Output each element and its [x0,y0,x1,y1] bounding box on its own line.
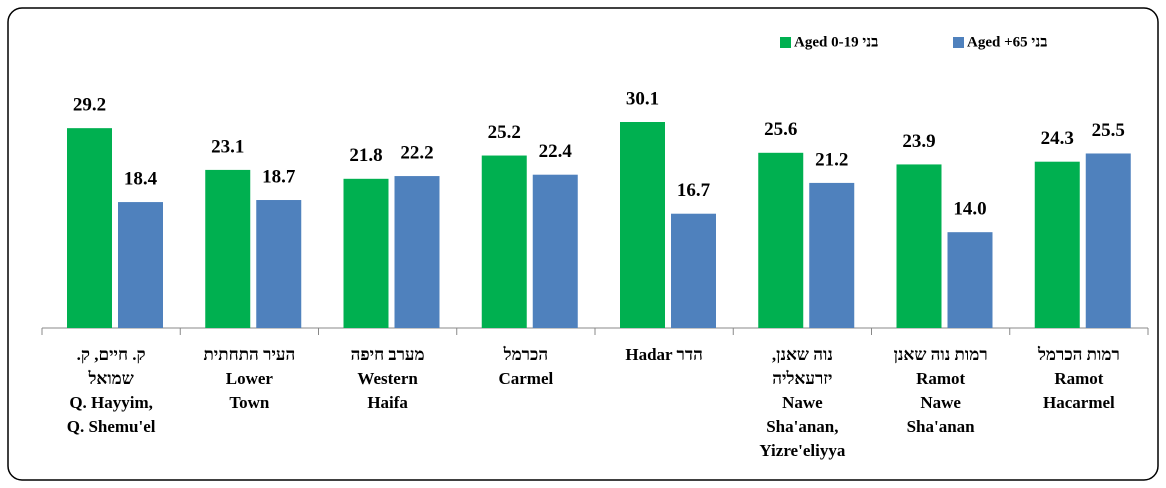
bar [394,176,440,328]
bar [343,178,389,328]
x-tick-label: Hadar הדר [625,345,702,364]
x-tick-label: Hacarmel [1043,393,1115,412]
bar [896,164,942,328]
bar [620,122,665,328]
bar [256,200,302,328]
x-tick-label: Q. Hayyim, [69,393,153,412]
frame [7,7,1159,481]
bar [809,182,855,328]
legend-swatch [780,37,791,48]
bar [205,169,251,328]
bar [758,152,804,328]
x-tick-label: Carmel [498,369,553,388]
data-label: 25.5 [1092,120,1125,141]
x-tick-label: Nawe [782,393,823,412]
data-label: 22.2 [400,142,433,163]
data-label: 22.4 [539,141,573,162]
x-tick-label: Yizre'eliyya [759,441,845,460]
data-label: 23.9 [902,131,935,152]
x-tick-label: Nawe [920,393,961,412]
data-label: 21.2 [815,149,848,170]
bar [532,174,578,328]
x-tick-label: נוה שאנן, [772,345,833,364]
x-tick-label: מערב חיפה [351,345,425,364]
x-tick-label: Ramot [1054,369,1103,388]
data-label: 24.3 [1041,128,1074,149]
x-tick-label: רמות נוה שאנן [894,345,988,364]
bar [1085,153,1131,328]
legend-label: Aged 0-19 בני [794,34,878,50]
x-tick-label: ק. חיים, ק. [77,345,146,364]
x-tick-label: רמות הכרמל [1037,345,1120,364]
x-tick-label: העיר התחתית [203,345,295,364]
bar [481,155,527,328]
x-tick-label: Sha'anan, [766,417,838,436]
data-label: 25.2 [488,122,521,143]
data-label: 18.4 [124,168,158,189]
data-label: 18.7 [262,166,296,187]
x-tick-label: Haifa [367,393,408,412]
x-tick-label: Q. Shemu'el [67,417,156,436]
bar [67,128,112,328]
x-tick-label: Town [229,393,270,412]
data-label: 25.6 [764,119,797,140]
bar [947,232,993,328]
x-tick-label: Sha'anan [907,417,976,436]
x-tick-label: Ramot [916,369,965,388]
x-tick-label: הכרמל [503,345,548,364]
data-label: 30.1 [626,88,659,109]
x-tick-label: יזרעאליה [772,369,832,388]
data-label: 29.2 [73,95,106,116]
x-tick-label: שמואל [87,369,133,388]
bar [671,213,716,328]
legend-label: Aged +65 בני [967,34,1047,50]
data-label: 16.7 [677,180,711,201]
data-label: 14.0 [953,199,986,220]
bar [1034,161,1080,328]
bar [118,202,163,328]
legend-swatch [953,37,964,48]
x-tick-label: Western [357,369,418,388]
data-label: 23.1 [211,136,244,157]
x-tick-label: Lower [226,369,274,388]
data-label: 21.8 [349,145,382,166]
